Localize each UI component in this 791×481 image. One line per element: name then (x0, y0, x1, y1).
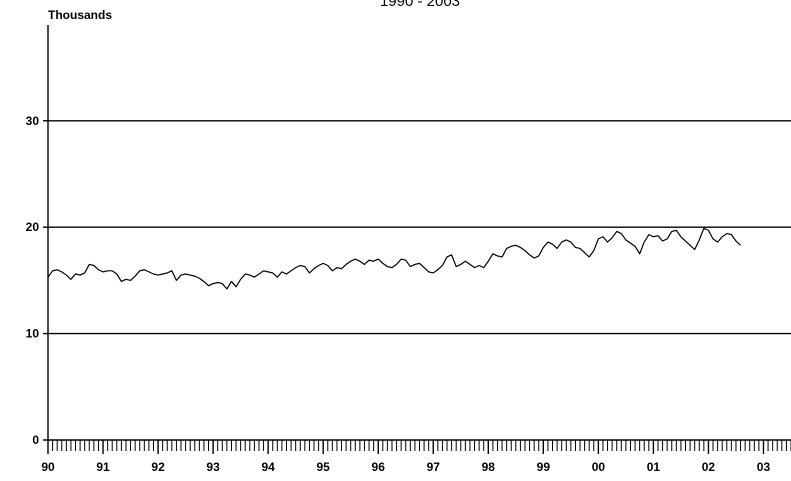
x-tick-label: 00 (592, 460, 606, 474)
x-tick-label: 92 (151, 460, 165, 474)
x-tick-label: 93 (206, 460, 220, 474)
series-line (47, 227, 741, 290)
x-tick-label: 98 (482, 460, 496, 474)
x-axis-tick-labels: 90 91 92 93 94 95 96 97 98 99 00 01 02 03 (41, 460, 770, 474)
x-tick-label: 96 (372, 460, 386, 474)
x-tick-label: 90 (41, 460, 55, 474)
x-tick-label: 94 (261, 460, 275, 474)
x-tick-label: 03 (757, 460, 771, 474)
y-tick-label: 30 (26, 114, 40, 128)
x-tick-label: 97 (427, 460, 441, 474)
x-axis-minor-ticks (47, 440, 791, 454)
x-tick-label: 02 (702, 460, 716, 474)
x-tick-label: 95 (317, 460, 331, 474)
x-tick-label: 01 (647, 460, 661, 474)
gridlines (48, 120, 791, 335)
y-axis-tick-labels: 0 10 20 30 (26, 114, 40, 447)
y-tick-label: 20 (26, 220, 40, 234)
y-axis-unit-label: Thousands (48, 8, 112, 22)
y-tick-label: 0 (32, 433, 39, 447)
series-layer (47, 227, 741, 290)
x-tick-label: 99 (537, 460, 551, 474)
x-tick-label: 91 (96, 460, 110, 474)
chart-title: 1990 - 2003 (380, 0, 460, 10)
y-tick-label: 10 (26, 327, 40, 341)
